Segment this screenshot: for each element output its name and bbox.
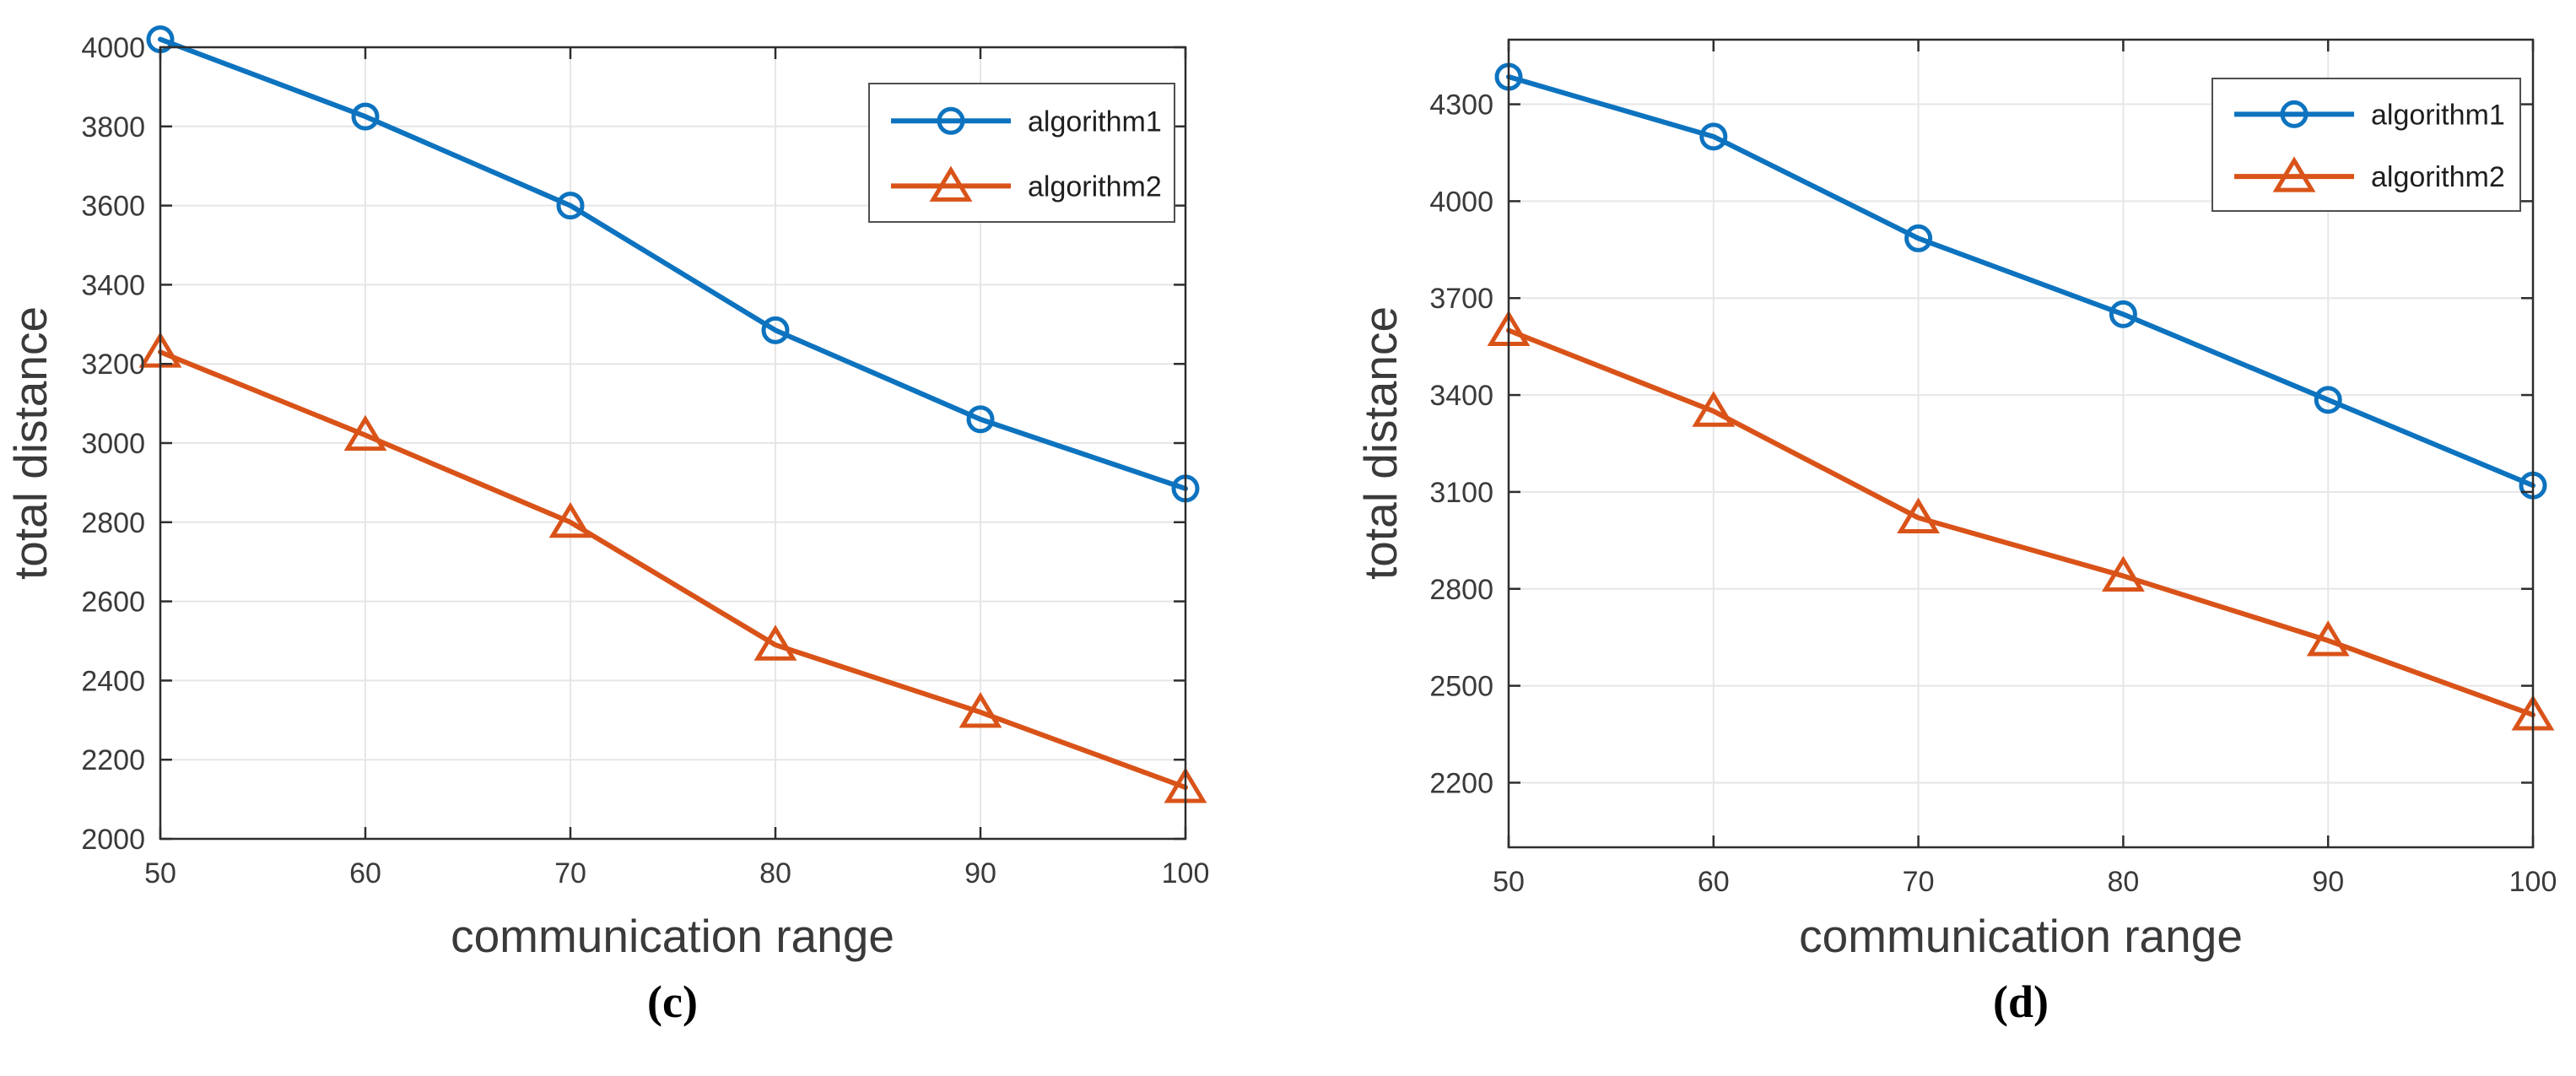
y-tick-label: 3800	[81, 111, 145, 143]
series-algorithm1-circle-marker	[351, 102, 380, 131]
series-algorithm1-circle-marker	[1904, 224, 1933, 252]
legend-box	[868, 83, 1175, 223]
legend-item-label: algorithm1	[2371, 99, 2505, 131]
y-tick-label: 4000	[1429, 186, 1493, 218]
legend-algorithm1-circle-marker	[2280, 100, 2309, 128]
series-algorithm1-circle-marker	[2314, 386, 2342, 414]
x-tick-label: 90	[2312, 866, 2344, 898]
x-tick-label: 70	[554, 857, 586, 889]
y-tick-label: 2600	[81, 587, 145, 619]
legend-box	[2211, 78, 2521, 212]
y-tick-label: 2400	[81, 665, 145, 697]
x-tick-label: 60	[349, 857, 381, 889]
series-algorithm1-circle-marker	[556, 192, 585, 220]
series-algorithm2-triangle-marker	[343, 414, 387, 451]
series-algorithm2-triangle-marker	[959, 692, 1002, 728]
y-tick-label: 3200	[81, 349, 145, 381]
series-line-algorithm1	[1506, 74, 2535, 489]
y-tick-label: 2200	[1429, 767, 1493, 799]
axes-box	[1507, 38, 2535, 849]
y-axis-label-d: total distance	[1354, 305, 1407, 581]
series-algorithm1-circle-marker	[1699, 122, 1728, 151]
y-tick-label: 3400	[1429, 380, 1493, 412]
x-tick-label: 70	[1903, 866, 1935, 898]
chart-d: 50 60 70 80 90 100 2200 2500 2800 3100 3400 3700 400…	[1429, 38, 2557, 898]
x-tick-label: 90	[964, 857, 996, 889]
caption-c: (c)	[647, 976, 698, 1027]
x-axis-label-d: communication range	[1799, 910, 2243, 962]
legend-item-label: algorithm2	[2371, 161, 2505, 193]
series-algorithm2-triangle-marker	[548, 501, 592, 538]
y-tick-label: 3000	[81, 428, 145, 460]
y-tick-label: 3700	[1429, 283, 1493, 315]
series-line-algorithm2	[1506, 327, 2535, 718]
caption-d: (d)	[1993, 976, 2049, 1027]
series-algorithm2-triangle-marker	[2306, 620, 2350, 657]
legend-algorithm1-circle-marker	[937, 106, 965, 135]
legend-item-label: algorithm1	[1028, 105, 1162, 138]
y-tick-label: 2500	[1429, 671, 1493, 703]
y-tick-label: 3400	[81, 269, 145, 301]
legend-item-label: algorithm2	[1028, 170, 1162, 203]
series-algorithm1-circle-marker	[2109, 300, 2137, 328]
x-tick-label: 50	[144, 857, 176, 889]
series-line-algorithm2	[158, 349, 1188, 791]
y-tick-label: 2800	[81, 507, 145, 539]
series-algorithm2-triangle-marker	[1897, 497, 1941, 534]
series-algorithm1-circle-marker	[966, 405, 995, 434]
y-tick-label: 3600	[81, 191, 145, 223]
y-tick-label: 2000	[81, 824, 145, 856]
series-algorithm2-triangle-marker	[2101, 555, 2145, 592]
x-tick-label: 80	[759, 857, 791, 889]
series-algorithm2-triangle-marker	[753, 625, 797, 661]
chart-c: 50 60 70 80 90 100 2000 2200 2400 2600 2800 3000 320…	[81, 25, 1210, 889]
y-axis-label-c: total distance	[4, 305, 57, 581]
legend-algorithm2-triangle-marker	[2272, 156, 2316, 192]
y-tick-label: 4300	[1429, 89, 1493, 122]
y-tick-label: 4000	[81, 32, 145, 64]
series-algorithm2-triangle-marker	[1692, 391, 1736, 427]
x-tick-label: 50	[1493, 866, 1525, 898]
legend-algorithm2-triangle-marker	[929, 165, 973, 202]
y-tick-label: 2200	[81, 744, 145, 776]
x-tick-label: 60	[1698, 866, 1730, 898]
x-tick-label: 80	[2107, 866, 2139, 898]
x-tick-label: 100	[2509, 866, 2557, 898]
y-tick-label: 2800	[1429, 574, 1493, 606]
series-algorithm1-circle-marker	[761, 316, 790, 344]
series-line-algorithm1	[158, 36, 1188, 491]
x-axis-label-c: communication range	[451, 910, 894, 962]
x-tick-label: 100	[1162, 857, 1210, 889]
y-tick-label: 3100	[1429, 477, 1493, 509]
